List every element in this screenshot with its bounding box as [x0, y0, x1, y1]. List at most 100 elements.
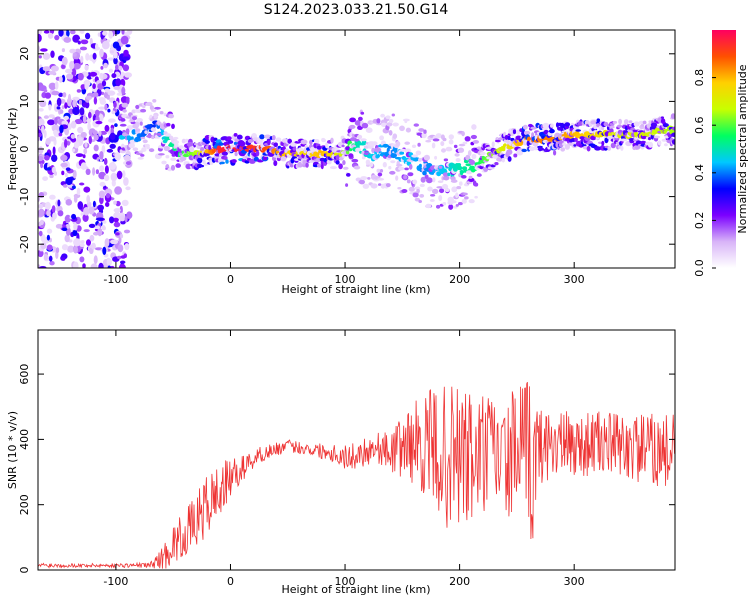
spectrogram-cell	[102, 31, 108, 36]
colorbar-gradient	[712, 30, 736, 268]
spectrogram-cell	[233, 133, 238, 137]
spectrogram-cell	[98, 262, 104, 268]
spectrogram-cell	[72, 52, 77, 57]
spectrogram-cell	[113, 30, 121, 35]
spectrogram-cell	[510, 132, 514, 137]
spectrogram-cell	[231, 159, 237, 164]
spectrogram-cell	[442, 172, 449, 177]
spectrogram-cell	[99, 72, 104, 80]
spectrogram-cell	[112, 217, 119, 222]
spectrogram-cell	[371, 141, 378, 146]
spectrogram-cell	[61, 64, 66, 69]
spectrogram-cell	[38, 55, 42, 59]
y-tick-label: 10	[18, 94, 31, 108]
spectrogram-cell	[550, 123, 554, 128]
spectrogram-cell	[113, 101, 117, 108]
spectrogram-cell	[166, 122, 171, 127]
spectrogram-cell	[114, 152, 121, 161]
spectrogram-cell	[46, 228, 53, 234]
spectrogram-cell	[360, 176, 368, 181]
spectrogram-cell	[427, 186, 433, 192]
spectrogram-cell	[345, 183, 349, 187]
spectrogram-cell	[88, 206, 95, 215]
spectrogram-cell	[464, 196, 469, 200]
spectrogram-cell	[165, 133, 172, 137]
spectrogram-cell	[560, 147, 566, 152]
spectrogram-cell	[463, 192, 468, 196]
spectrogram-cell	[577, 121, 584, 126]
x-tick-label: 200	[449, 273, 470, 286]
spectrogram-cell	[70, 30, 76, 35]
spectrogram-cell	[382, 161, 387, 168]
spectrogram-cell	[594, 146, 602, 151]
spectrogram-cell	[564, 122, 571, 127]
spectrogram-cell	[646, 128, 650, 131]
colorbar-tick-label: 0.6	[693, 116, 706, 134]
spectrogram-cell	[267, 139, 271, 146]
spectrogram-cell	[106, 148, 114, 153]
spectrogram-cell	[58, 76, 63, 83]
spectrogram-cell	[61, 257, 66, 261]
spectrogram-cell	[111, 179, 116, 187]
spectrogram-cell	[346, 173, 351, 177]
spectrogram-cell	[109, 216, 115, 224]
spectrogram-cell	[94, 225, 101, 230]
spectrogram-cell	[40, 48, 48, 52]
spectrogram-cell	[313, 139, 320, 144]
spectrogram-cell	[119, 215, 126, 222]
spectrogram-cell	[396, 163, 403, 167]
spectrogram-cell	[118, 65, 123, 71]
spectrogram-cell	[200, 147, 205, 152]
spectrogram-cell	[224, 156, 228, 161]
spectrogram-cell	[73, 223, 78, 231]
spectrogram-cell	[357, 134, 363, 140]
spectrogram-cell	[435, 133, 442, 139]
spectrogram-cell	[148, 148, 155, 153]
spectrogram-cell	[95, 217, 104, 221]
spectrogram-cell	[175, 163, 181, 168]
spectrogram-cell	[107, 265, 111, 268]
spectrogram-cell	[640, 140, 647, 145]
spectrogram-cell	[447, 172, 451, 177]
spectrogram-cell	[55, 223, 63, 229]
spectrogram-cell	[359, 179, 365, 185]
snr-frame	[37, 329, 676, 571]
spectrogram-cell	[66, 97, 73, 107]
spectrogram-cell	[264, 134, 271, 139]
spectrogram-cell	[620, 138, 628, 142]
spectrogram-cell	[512, 129, 517, 135]
spectrogram-cell	[94, 109, 100, 117]
spectrogram-cell	[390, 160, 396, 164]
spectrogram-cell	[125, 186, 131, 191]
spectrogram-cell	[120, 255, 126, 259]
spectrogram-cell	[106, 258, 113, 266]
spectrogram-cell	[458, 202, 463, 206]
spectrogram-cell	[121, 86, 126, 95]
spectrogram-cell	[670, 113, 675, 119]
spectrogram-cell	[43, 30, 50, 34]
spectrogram-x-axis: -100 0 100 200 300	[103, 30, 585, 286]
spectrogram-cell	[108, 118, 115, 123]
spectrogram-cell	[121, 30, 125, 35]
spectrogram-cell	[88, 111, 92, 119]
x-tick-label: -100	[103, 273, 128, 286]
spectrogram-cell	[135, 128, 141, 132]
spectrogram-cell	[63, 138, 68, 148]
spectrogram-cell	[140, 154, 145, 157]
spectrogram-cell	[51, 205, 56, 213]
spectrogram-cell	[86, 195, 91, 204]
spectrogram-cell	[50, 50, 55, 58]
spectrogram-cell	[448, 204, 454, 210]
y-tick-label: -20	[18, 235, 31, 253]
spectrogram-cell	[64, 172, 68, 178]
spectrogram-cell	[395, 175, 399, 181]
x-tick-label: 0	[227, 575, 234, 588]
spectrogram-cell	[516, 129, 521, 135]
colorbar-ticks: 0.0 0.2 0.4 0.6 0.8	[693, 69, 716, 277]
spectrogram-cell	[507, 135, 511, 141]
spectrogram-cell	[54, 117, 58, 125]
spectrogram-cell	[128, 142, 135, 149]
spectrogram-cell	[42, 176, 48, 182]
spectrogram-cell	[113, 51, 118, 59]
spectrogram-cell	[60, 154, 68, 161]
